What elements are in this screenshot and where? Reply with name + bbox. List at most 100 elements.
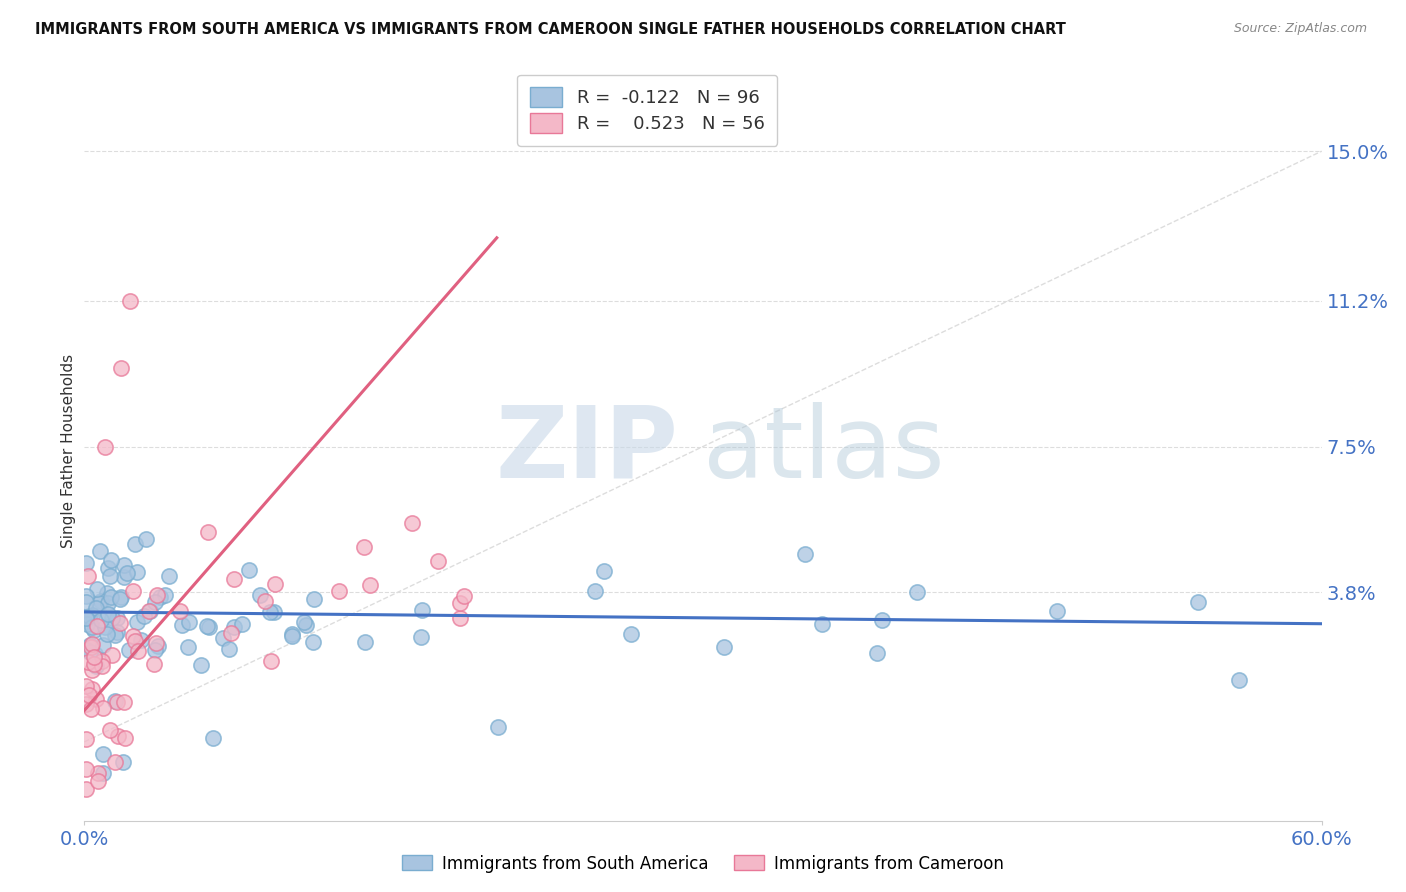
Point bbox=[75, 763, 97, 777]
Point bbox=[197, 524, 219, 539]
Point bbox=[98, 569, 121, 583]
Point bbox=[811, 617, 834, 632]
Point bbox=[97, 561, 120, 575]
Point bbox=[114, 731, 136, 745]
Point bbox=[80, 637, 103, 651]
Point bbox=[146, 639, 169, 653]
Point bbox=[108, 591, 131, 606]
Point bbox=[112, 695, 135, 709]
Point bbox=[112, 755, 135, 769]
Point bbox=[620, 626, 643, 640]
Point bbox=[86, 618, 108, 632]
Point bbox=[97, 596, 120, 610]
Point bbox=[76, 611, 98, 625]
Point bbox=[870, 614, 893, 628]
Point bbox=[90, 658, 112, 673]
Point bbox=[302, 592, 325, 607]
Point bbox=[89, 613, 111, 627]
Point bbox=[486, 721, 509, 735]
Point bbox=[218, 642, 240, 657]
Point bbox=[295, 618, 318, 632]
Point bbox=[401, 516, 423, 531]
Point bbox=[118, 293, 141, 308]
Point bbox=[80, 620, 103, 634]
Point bbox=[122, 583, 145, 598]
Point bbox=[80, 702, 103, 716]
Point bbox=[76, 617, 98, 632]
Legend: R =  -0.122   N = 96, R =    0.523   N = 56: R = -0.122 N = 96, R = 0.523 N = 56 bbox=[517, 75, 778, 146]
Point bbox=[91, 655, 114, 669]
Point bbox=[75, 782, 97, 797]
Point bbox=[84, 658, 107, 673]
Point bbox=[259, 654, 281, 668]
Point bbox=[84, 601, 107, 615]
Point bbox=[794, 548, 817, 562]
Point bbox=[105, 624, 128, 639]
Point bbox=[353, 541, 375, 555]
Point bbox=[253, 594, 276, 608]
Point bbox=[222, 620, 245, 634]
Point bbox=[79, 645, 101, 659]
Point bbox=[83, 649, 105, 664]
Point bbox=[127, 565, 149, 579]
Point bbox=[76, 679, 98, 693]
Point bbox=[190, 657, 212, 672]
Point bbox=[1046, 604, 1069, 618]
Point bbox=[115, 566, 138, 580]
Point bbox=[143, 643, 166, 657]
Point bbox=[77, 609, 100, 624]
Point bbox=[427, 553, 450, 567]
Point bbox=[118, 642, 141, 657]
Point bbox=[197, 619, 219, 633]
Point bbox=[76, 643, 98, 657]
Point bbox=[91, 701, 114, 715]
Text: ZIP: ZIP bbox=[495, 402, 678, 499]
Point bbox=[145, 636, 167, 650]
Point bbox=[104, 755, 127, 769]
Point bbox=[79, 638, 101, 652]
Point bbox=[143, 595, 166, 609]
Point bbox=[86, 582, 108, 596]
Point bbox=[94, 620, 117, 634]
Point bbox=[281, 630, 304, 644]
Point bbox=[1187, 594, 1209, 608]
Point bbox=[238, 563, 260, 577]
Point bbox=[124, 633, 146, 648]
Point bbox=[411, 603, 433, 617]
Point bbox=[302, 635, 325, 649]
Point bbox=[202, 731, 225, 745]
Point bbox=[83, 657, 105, 672]
Point bbox=[79, 640, 101, 654]
Point bbox=[155, 588, 177, 602]
Point bbox=[328, 583, 350, 598]
Point bbox=[263, 605, 285, 619]
Point bbox=[77, 610, 100, 624]
Point bbox=[149, 590, 172, 604]
Text: IMMIGRANTS FROM SOUTH AMERICA VS IMMIGRANTS FROM CAMEROON SINGLE FATHER HOUSEHOL: IMMIGRANTS FROM SOUTH AMERICA VS IMMIGRA… bbox=[35, 22, 1066, 37]
Point bbox=[108, 615, 131, 630]
Point bbox=[125, 615, 148, 629]
Point bbox=[583, 583, 606, 598]
Point bbox=[77, 569, 100, 583]
Point bbox=[75, 556, 97, 570]
Point bbox=[353, 635, 375, 649]
Point bbox=[219, 626, 242, 640]
Point bbox=[124, 537, 146, 551]
Point bbox=[100, 590, 122, 604]
Point bbox=[263, 577, 285, 591]
Point bbox=[143, 657, 166, 671]
Point bbox=[157, 569, 180, 583]
Point bbox=[453, 589, 475, 603]
Point bbox=[89, 596, 111, 610]
Point bbox=[82, 608, 104, 623]
Point bbox=[170, 617, 193, 632]
Point bbox=[127, 644, 149, 658]
Point bbox=[91, 638, 114, 652]
Point bbox=[259, 605, 281, 619]
Point bbox=[110, 360, 132, 375]
Point bbox=[80, 663, 103, 677]
Point bbox=[146, 588, 169, 602]
Point bbox=[83, 623, 105, 637]
Point bbox=[84, 691, 107, 706]
Point bbox=[90, 594, 112, 608]
